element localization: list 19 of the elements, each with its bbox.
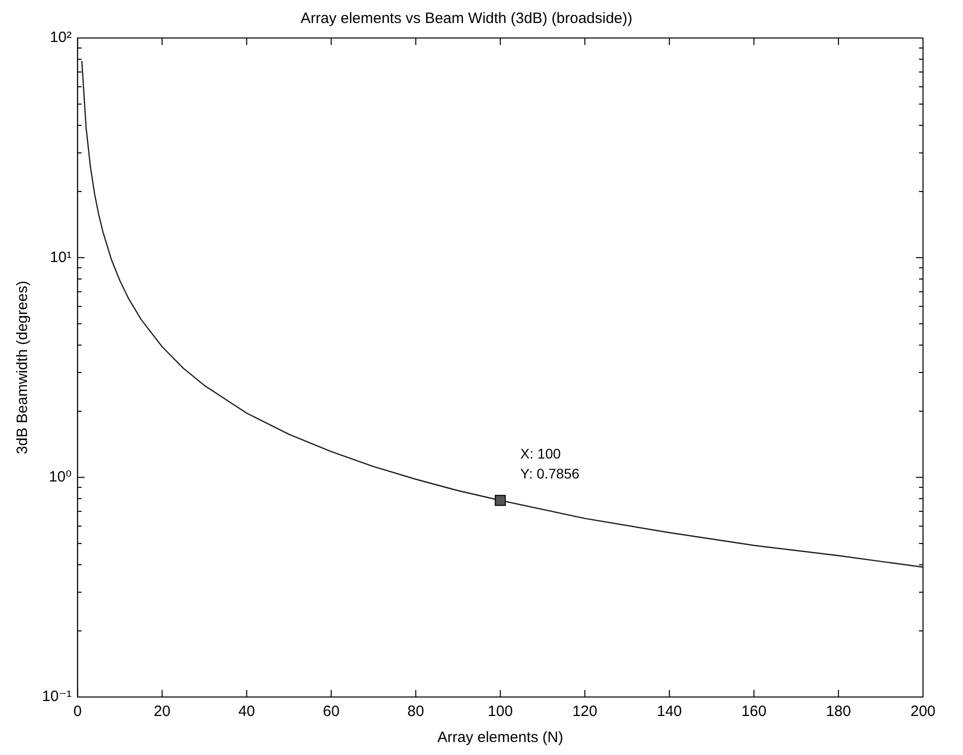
x-tick-label: 100 xyxy=(488,703,513,720)
y-axis-title: 3dB Beamwidth (degrees) xyxy=(14,280,32,454)
y-tick-label: 10¹ xyxy=(50,248,72,266)
x-tick-label: 140 xyxy=(656,703,682,720)
x-tick-label: 80 xyxy=(407,703,424,720)
y-tick-label: 10⁰ xyxy=(48,468,72,486)
y-tick-label: 10² xyxy=(50,29,72,46)
x-tick-label: 0 xyxy=(73,703,82,720)
x-tick-label: 60 xyxy=(322,703,340,720)
x-axis-title: Array elements (N) xyxy=(437,729,564,746)
x-tick-label: 40 xyxy=(238,703,256,720)
annotation: X: 100 Y: 0.7856 xyxy=(520,445,580,482)
x-tick-label: 180 xyxy=(826,703,851,720)
x-tick-label: 160 xyxy=(741,703,766,720)
x-tick-label: 200 xyxy=(910,703,936,720)
x-tick-label: 20 xyxy=(154,703,170,720)
chart-title: Array elements vs Beam Width (3dB) (broadside)) xyxy=(300,10,632,28)
y-tick-label: 10⁻¹ xyxy=(42,688,72,706)
x-tick-label: 120 xyxy=(572,703,598,720)
